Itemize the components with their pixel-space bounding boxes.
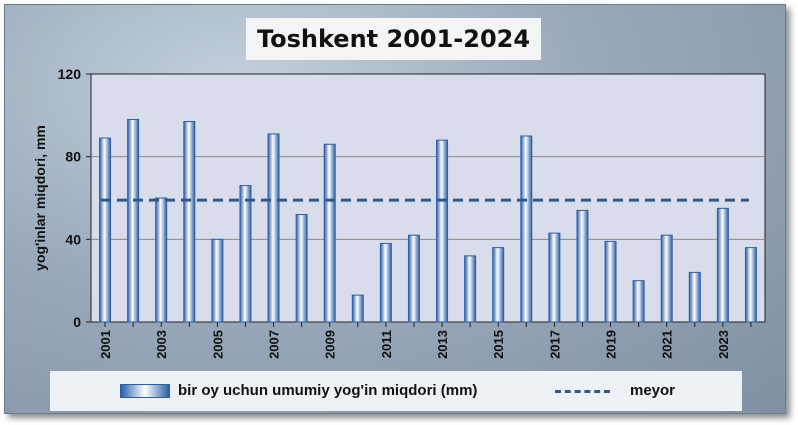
x-tick-label: 2019 <box>604 330 619 359</box>
legend-bar-label: bir oy uchun umumiy yog'in miqdori (mm) <box>178 382 478 399</box>
bar <box>576 209 589 323</box>
x-tick-label: 2021 <box>660 330 675 359</box>
bar <box>239 185 252 323</box>
bar <box>632 280 645 323</box>
bar <box>323 143 336 323</box>
bar <box>744 247 757 323</box>
x-tick-label: 2003 <box>154 330 169 359</box>
bar <box>183 121 196 323</box>
x-tick-label: 2001 <box>98 330 113 359</box>
y-tick-label: 0 <box>73 314 81 330</box>
bar <box>436 139 449 323</box>
bar <box>99 137 112 323</box>
x-tick-label: 2023 <box>716 330 731 359</box>
plot-area <box>90 73 766 323</box>
bar <box>688 271 701 323</box>
x-tick-label: 2005 <box>210 330 225 359</box>
x-tick-label: 2009 <box>323 330 338 359</box>
y-tick-label: 80 <box>65 149 81 165</box>
bar <box>520 135 533 323</box>
bar <box>548 232 561 323</box>
bar <box>379 242 392 323</box>
bar <box>604 240 617 323</box>
bar <box>211 238 224 323</box>
bar <box>155 197 168 323</box>
bar <box>660 234 673 323</box>
legend-norm-swatch <box>555 390 610 393</box>
y-tick-label: 120 <box>58 66 82 82</box>
x-tick-label: 2017 <box>547 330 562 359</box>
x-tick-label: 2015 <box>491 330 506 359</box>
bar <box>492 247 505 323</box>
bar <box>716 207 729 323</box>
bar <box>127 118 140 323</box>
legend-bar-swatch <box>120 384 170 398</box>
x-tick-label: 2007 <box>267 330 282 359</box>
y-tick-label: 40 <box>65 231 81 247</box>
y-axis-label: yog'inlar miqdori, mm <box>32 125 48 271</box>
bar <box>267 133 280 323</box>
bar <box>407 234 420 323</box>
bar <box>295 214 308 323</box>
bar <box>351 294 364 323</box>
bar <box>464 255 477 323</box>
legend-norm-label: meyor <box>630 382 676 399</box>
x-tick-label: 2013 <box>435 330 450 359</box>
x-tick-label: 2011 <box>379 330 394 358</box>
chart-legend: bir oy uchun umumiy yog'in miqdori (mm) … <box>50 371 742 411</box>
